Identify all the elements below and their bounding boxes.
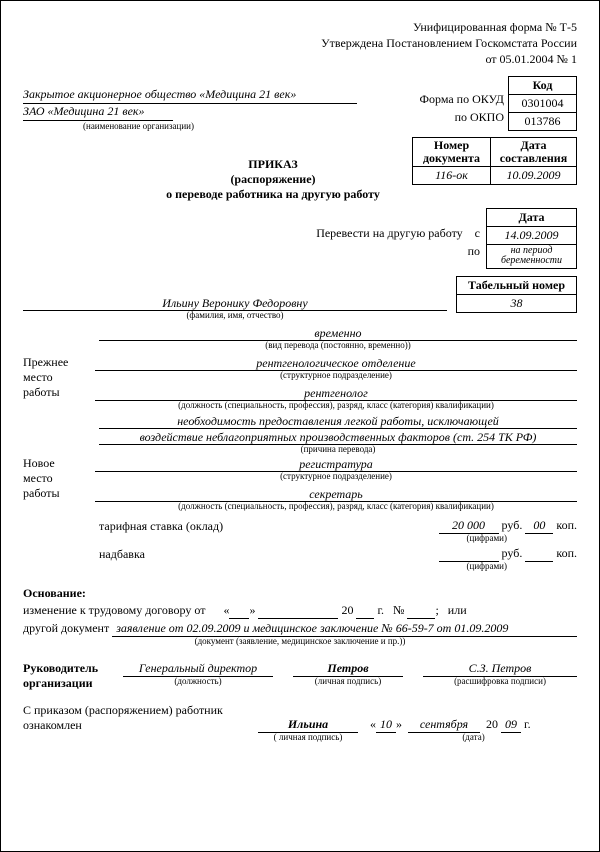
prev-label: Прежнее место работы (23, 355, 95, 400)
ref-line-2: Утверждена Постановлением Госкомстата Ро… (23, 35, 577, 51)
bonus-caption: (цифрами) (99, 562, 577, 572)
salary-caption: (цифрами) (99, 534, 577, 544)
form-reference: Унифицированная форма № Т-5 Утверждена П… (23, 19, 577, 68)
ack-sign-caption: ( личная подпись) (258, 733, 358, 743)
reason-2: воздействие неблагоприятных производстве… (99, 429, 577, 445)
head-decode: С.З. Петров (423, 661, 577, 677)
organization-block: Закрытое акционерное общество «Медицина … (23, 87, 357, 131)
prev-job-caption: (должность (специальность, профессия), р… (95, 401, 577, 411)
head-decode-caption: (расшифровка подписи) (423, 677, 577, 687)
salary-label: тарифная ставка (оклад) (99, 519, 439, 534)
transfer-prefix: Перевести на другую работу (316, 226, 462, 240)
title-3: о переводе работника на другую работу (123, 187, 423, 202)
docnum-value: 116-ок (413, 166, 491, 184)
bonus-label: надбавка (99, 547, 439, 562)
okpo-label: по ОКПО (420, 110, 504, 128)
org-name-1: Закрытое акционерное общество «Медицина … (23, 87, 357, 104)
document-page: Унифицированная форма № Т-5 Утверждена П… (0, 0, 600, 852)
bonus-rub-unit: руб. (502, 546, 523, 560)
ack-text: С приказом (распоряжением) работник озна… (23, 703, 258, 733)
kod-header: Код (509, 76, 577, 94)
basis-caption: (документ (заявление, медицинское заключ… (23, 637, 577, 647)
fio-value: Ильину Веронику Федоровну (23, 295, 447, 311)
transfer-dates-table: Дата 14.09.2009 на период беременности (486, 208, 577, 269)
transfer-from: 14.09.2009 (487, 226, 577, 244)
head-job: Генеральный директор (123, 661, 273, 677)
order-title: ПРИКАЗ (распоряжение) о переводе работни… (123, 157, 423, 202)
basis-b-prefix: другой документ (23, 621, 109, 637)
tabel-label: Табельный номер (457, 276, 577, 294)
title-2: (распоряжение) (123, 172, 423, 187)
prev-dept-caption: (структурное подразделение) (95, 371, 577, 381)
prev-dept: рентгенологическое отделение (95, 355, 577, 371)
ref-line-3: от 05.01.2004 № 1 (23, 51, 577, 67)
new-label: Новое место работы (23, 456, 95, 501)
salary-rub-unit: руб. (502, 518, 523, 532)
prev-job: рентгенолог (95, 385, 577, 401)
head-role: Руководитель организации (23, 661, 123, 691)
org-caption: (наименование организации) (23, 121, 357, 131)
new-job: секретарь (95, 486, 577, 502)
codes-table: Код 0301004 013786 (508, 76, 577, 131)
move-type-value: временно (99, 325, 577, 341)
po-label: по (468, 244, 480, 258)
docnum-table: Номер документа Дата составления 116-ок … (412, 137, 577, 185)
transfer-to: на период беременности (487, 244, 577, 268)
basis-title: Основание: (23, 586, 577, 601)
ack-sign: Ильина (258, 717, 358, 733)
basis-b-value: заявление от 02.09.2009 и медицинское за… (112, 621, 577, 637)
head-sign: Петров (293, 661, 403, 677)
okud-value: 0301004 (509, 94, 577, 112)
ack-date-caption: (дата) (370, 733, 577, 743)
basis-a-prefix: изменение к трудовому договору от (23, 603, 205, 617)
s-label: с (475, 226, 480, 240)
head-sign-caption: (личная подпись) (293, 677, 403, 687)
salary-kop: 00 (525, 518, 553, 534)
salary-kop-unit: коп. (556, 518, 577, 532)
ack-day: 10 (376, 717, 396, 733)
reason-caption: (причина перевода) (99, 445, 577, 455)
new-job-caption: (должность (специальность, профессия), р… (95, 502, 577, 512)
ack-month: сентября (408, 717, 480, 733)
docdate-value: 10.09.2009 (491, 166, 577, 184)
new-dept: регистратура (95, 456, 577, 472)
new-dept-caption: (структурное подразделение) (95, 472, 577, 482)
docdate-header: Дата составления (491, 137, 577, 166)
tabel-value: 38 (457, 294, 577, 312)
head-job-caption: (должность) (123, 677, 273, 687)
okpo-value: 013786 (509, 112, 577, 130)
move-type-caption: (вид перевода (постоянно, временно)) (99, 341, 577, 351)
title-1: ПРИКАЗ (123, 157, 423, 172)
okud-label: Форма по ОКУД (420, 92, 504, 110)
ref-line-1: Унифицированная форма № Т-5 (23, 19, 577, 35)
reason-1: необходимость предоставления легкой рабо… (99, 413, 577, 429)
bonus-kop-unit: коп. (556, 546, 577, 560)
tabel-table: Табельный номер 38 (456, 276, 577, 313)
transfer-date-header: Дата (487, 208, 577, 226)
ack-year: 09 (501, 717, 521, 733)
fio-caption: (фамилия, имя, отчество) (23, 311, 447, 321)
org-name-2: ЗАО «Медицина 21 век» (23, 104, 173, 121)
docnum-header: Номер документа (413, 137, 491, 166)
salary-rub: 20 000 (439, 518, 499, 534)
